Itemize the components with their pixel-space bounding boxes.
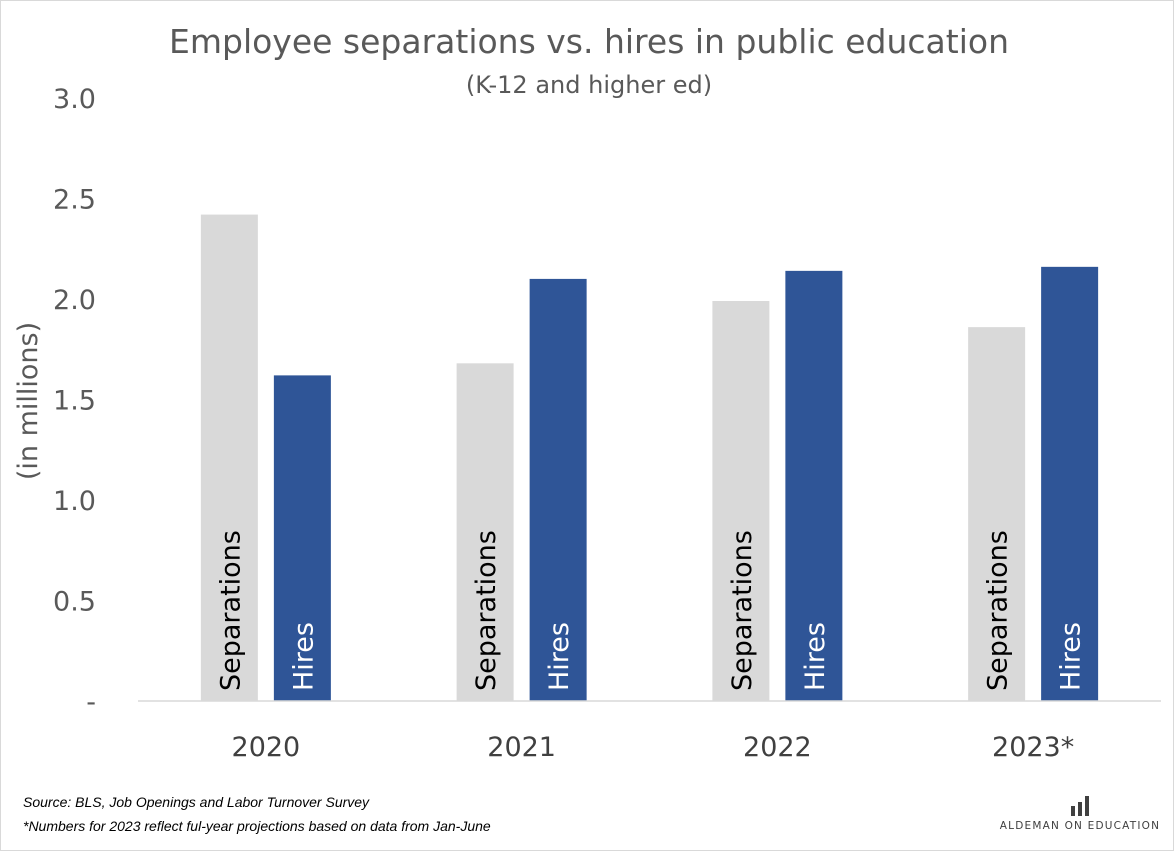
chart-subtitle: (K-12 and higher ed) (466, 71, 712, 99)
bar-separations-2023 (968, 327, 1026, 701)
y-tick-label: 0.5 (53, 587, 96, 618)
bar-separations-2022 (712, 301, 770, 701)
bar-separations-2021 (456, 363, 514, 701)
bar-hires-2023 (1041, 266, 1099, 701)
y-tick-label: 2.0 (53, 285, 96, 316)
y-tick-label: 1.0 (53, 486, 96, 517)
y-tick-label: 3.0 (53, 84, 96, 115)
bar-chart-icon (1071, 796, 1089, 816)
bar-label-hires: Hires (288, 622, 319, 691)
bar-separations-2020 (200, 214, 258, 701)
bar-label-hires: Hires (544, 622, 575, 691)
bar-hires-2021 (529, 278, 587, 701)
bar-hires-2022 (785, 270, 843, 701)
y-axis-ticks: - 0.5 1.0 1.5 2.0 2.5 3.0 (53, 84, 96, 718)
bar-label-separations: Separations (471, 530, 502, 691)
x-tick-label: 2022 (743, 732, 812, 763)
y-axis-label: (in millions) (13, 322, 44, 480)
bar-label-hires: Hires (1056, 622, 1087, 691)
y-tick-label: 2.5 (53, 185, 96, 216)
source-note: Source: BLS, Job Openings and Labor Turn… (23, 794, 370, 810)
x-tick-label: 2023* (992, 732, 1074, 763)
x-tick-label: 2021 (487, 732, 556, 763)
brand-name: ALDEMAN ON EDUCATION (999, 820, 1161, 832)
y-tick-label: 1.5 (53, 386, 96, 417)
x-tick-label: 2020 (232, 732, 301, 763)
bar-hires-2020 (273, 375, 331, 701)
y-tick-label: - (86, 687, 96, 718)
chart-title: Employee separations vs. hires in public… (169, 22, 1009, 61)
bar-label-hires: Hires (800, 622, 831, 691)
bar-label-separations: Separations (215, 530, 246, 691)
bar-label-separations: Separations (727, 530, 758, 691)
bars: Separations Hires Separations Hires Separati… (200, 214, 1099, 701)
bar-label-separations: Separations (983, 530, 1014, 691)
x-axis-categories: 2020 2021 2022 2023* (232, 732, 1075, 763)
brand-logo: ALDEMAN ON EDUCATION (995, 796, 1165, 832)
projection-note: *Numbers for 2023 reflect ful-year proje… (23, 818, 491, 834)
